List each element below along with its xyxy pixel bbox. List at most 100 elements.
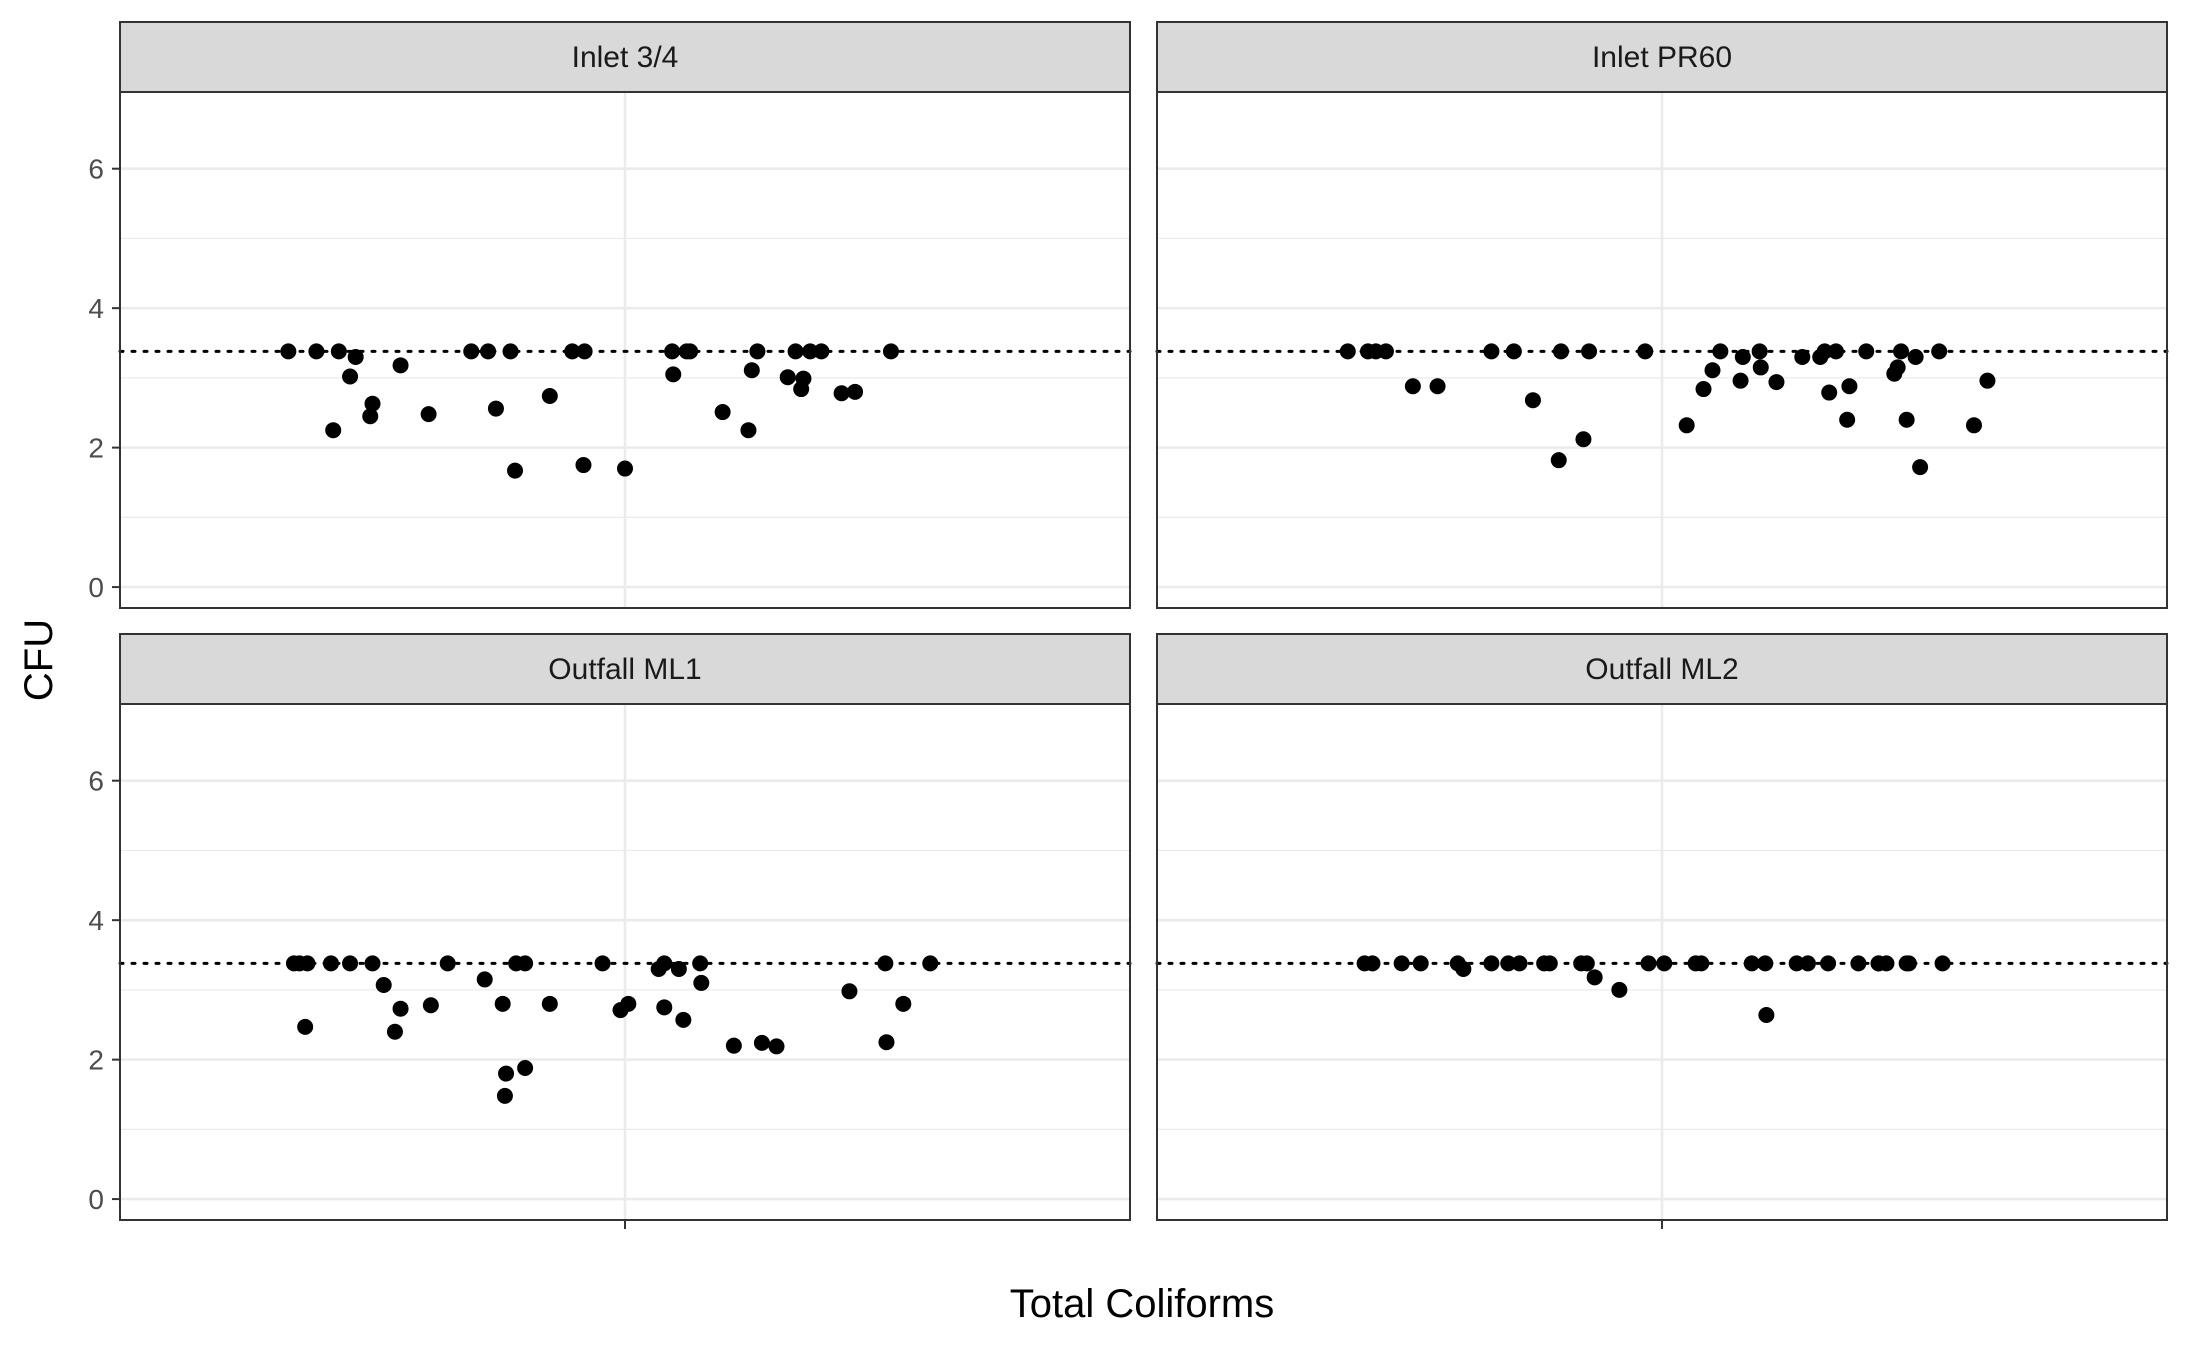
data-point	[541, 995, 558, 1012]
data-point	[1339, 343, 1356, 360]
data-point	[779, 369, 796, 386]
data-point	[375, 977, 392, 994]
data-point	[795, 370, 812, 387]
y-tick-label: 4	[88, 905, 104, 936]
data-point	[877, 955, 894, 972]
data-point	[1820, 955, 1837, 972]
data-point	[768, 1038, 785, 1055]
data-point	[420, 406, 437, 423]
panel-outfall-ml1: Outfall ML1	[118, 633, 1132, 1229]
data-point	[564, 343, 581, 360]
data-point	[1505, 343, 1522, 360]
data-point	[1678, 417, 1695, 434]
data-point	[422, 997, 439, 1014]
facet-strip	[119, 633, 1131, 705]
data-point	[1858, 343, 1875, 360]
data-point	[1839, 411, 1856, 428]
data-point	[1878, 955, 1895, 972]
facet-title: Inlet PR60	[1592, 41, 1732, 74]
data-point	[725, 1037, 742, 1054]
data-point	[507, 462, 524, 479]
data-point	[392, 1000, 409, 1017]
data-point	[656, 999, 673, 1016]
data-point	[1524, 392, 1541, 409]
data-point	[656, 955, 673, 972]
data-point	[1611, 981, 1628, 998]
y-tick-label: 6	[88, 154, 104, 185]
data-point	[594, 955, 611, 972]
data-point	[1768, 374, 1785, 391]
panel-inlet-3-4: Inlet 3/4	[118, 21, 1132, 609]
facet-title: Outfall ML1	[548, 653, 701, 686]
data-point	[1934, 955, 1951, 972]
data-point	[1788, 955, 1805, 972]
data-point	[1541, 955, 1558, 972]
data-point	[299, 955, 316, 972]
data-point	[1704, 362, 1721, 379]
data-point	[753, 1034, 770, 1051]
facet-strip	[1156, 633, 2168, 705]
data-point	[1893, 343, 1910, 360]
y-axis-ticks: 0 2 4 6 0 2 4 6	[88, 154, 120, 1215]
data-point	[1393, 955, 1410, 972]
y-tick-label: 4	[88, 293, 104, 324]
data-point	[1841, 378, 1858, 395]
data-point	[1900, 955, 1917, 972]
data-points	[1339, 343, 1996, 476]
y-axis-title: CFU	[17, 619, 61, 701]
data-point	[693, 974, 710, 991]
data-points	[1356, 955, 1951, 1023]
data-point	[308, 343, 325, 360]
data-point	[476, 971, 493, 988]
data-point	[1575, 431, 1592, 448]
data-point	[347, 348, 364, 365]
data-point	[670, 960, 687, 977]
data-point	[665, 366, 682, 383]
data-point	[498, 1065, 515, 1082]
data-point	[740, 422, 757, 439]
data-point	[1483, 955, 1500, 972]
data-point	[1734, 348, 1751, 365]
data-point	[342, 368, 359, 385]
data-point	[1693, 955, 1710, 972]
data-point	[1586, 969, 1603, 986]
data-point	[1889, 359, 1906, 376]
data-point	[841, 983, 858, 1000]
facet-title: Inlet 3/4	[572, 41, 679, 74]
y-tick-label: 0	[88, 1184, 104, 1215]
data-point	[714, 404, 731, 421]
data-point	[617, 460, 633, 477]
data-point	[813, 343, 830, 360]
data-point	[682, 343, 699, 360]
data-point	[1827, 343, 1844, 360]
data-point	[463, 343, 480, 360]
data-point	[1412, 955, 1429, 972]
data-point	[1377, 343, 1394, 360]
data-point	[330, 343, 347, 360]
data-point	[1581, 343, 1598, 360]
data-point	[1712, 343, 1729, 360]
data-point	[1695, 381, 1712, 398]
data-point	[1751, 343, 1768, 360]
data-point	[487, 400, 504, 417]
data-point	[1752, 359, 1769, 376]
x-axis-title: Total Coliforms	[1010, 1282, 1275, 1326]
data-point	[494, 995, 511, 1012]
data-point	[802, 343, 819, 360]
data-point	[1794, 348, 1811, 365]
data-point	[575, 457, 592, 474]
facet-strip	[1156, 21, 2168, 93]
data-point	[749, 343, 766, 360]
data-point	[1364, 955, 1381, 972]
data-point	[1404, 378, 1421, 395]
data-point	[1640, 955, 1657, 972]
data-point	[1965, 417, 1982, 434]
data-point	[342, 955, 359, 972]
panel-border	[119, 91, 1131, 609]
data-point	[1429, 378, 1446, 395]
data-point	[833, 385, 850, 402]
data-point	[1931, 343, 1948, 360]
data-point	[1907, 348, 1924, 365]
data-points	[280, 343, 899, 479]
